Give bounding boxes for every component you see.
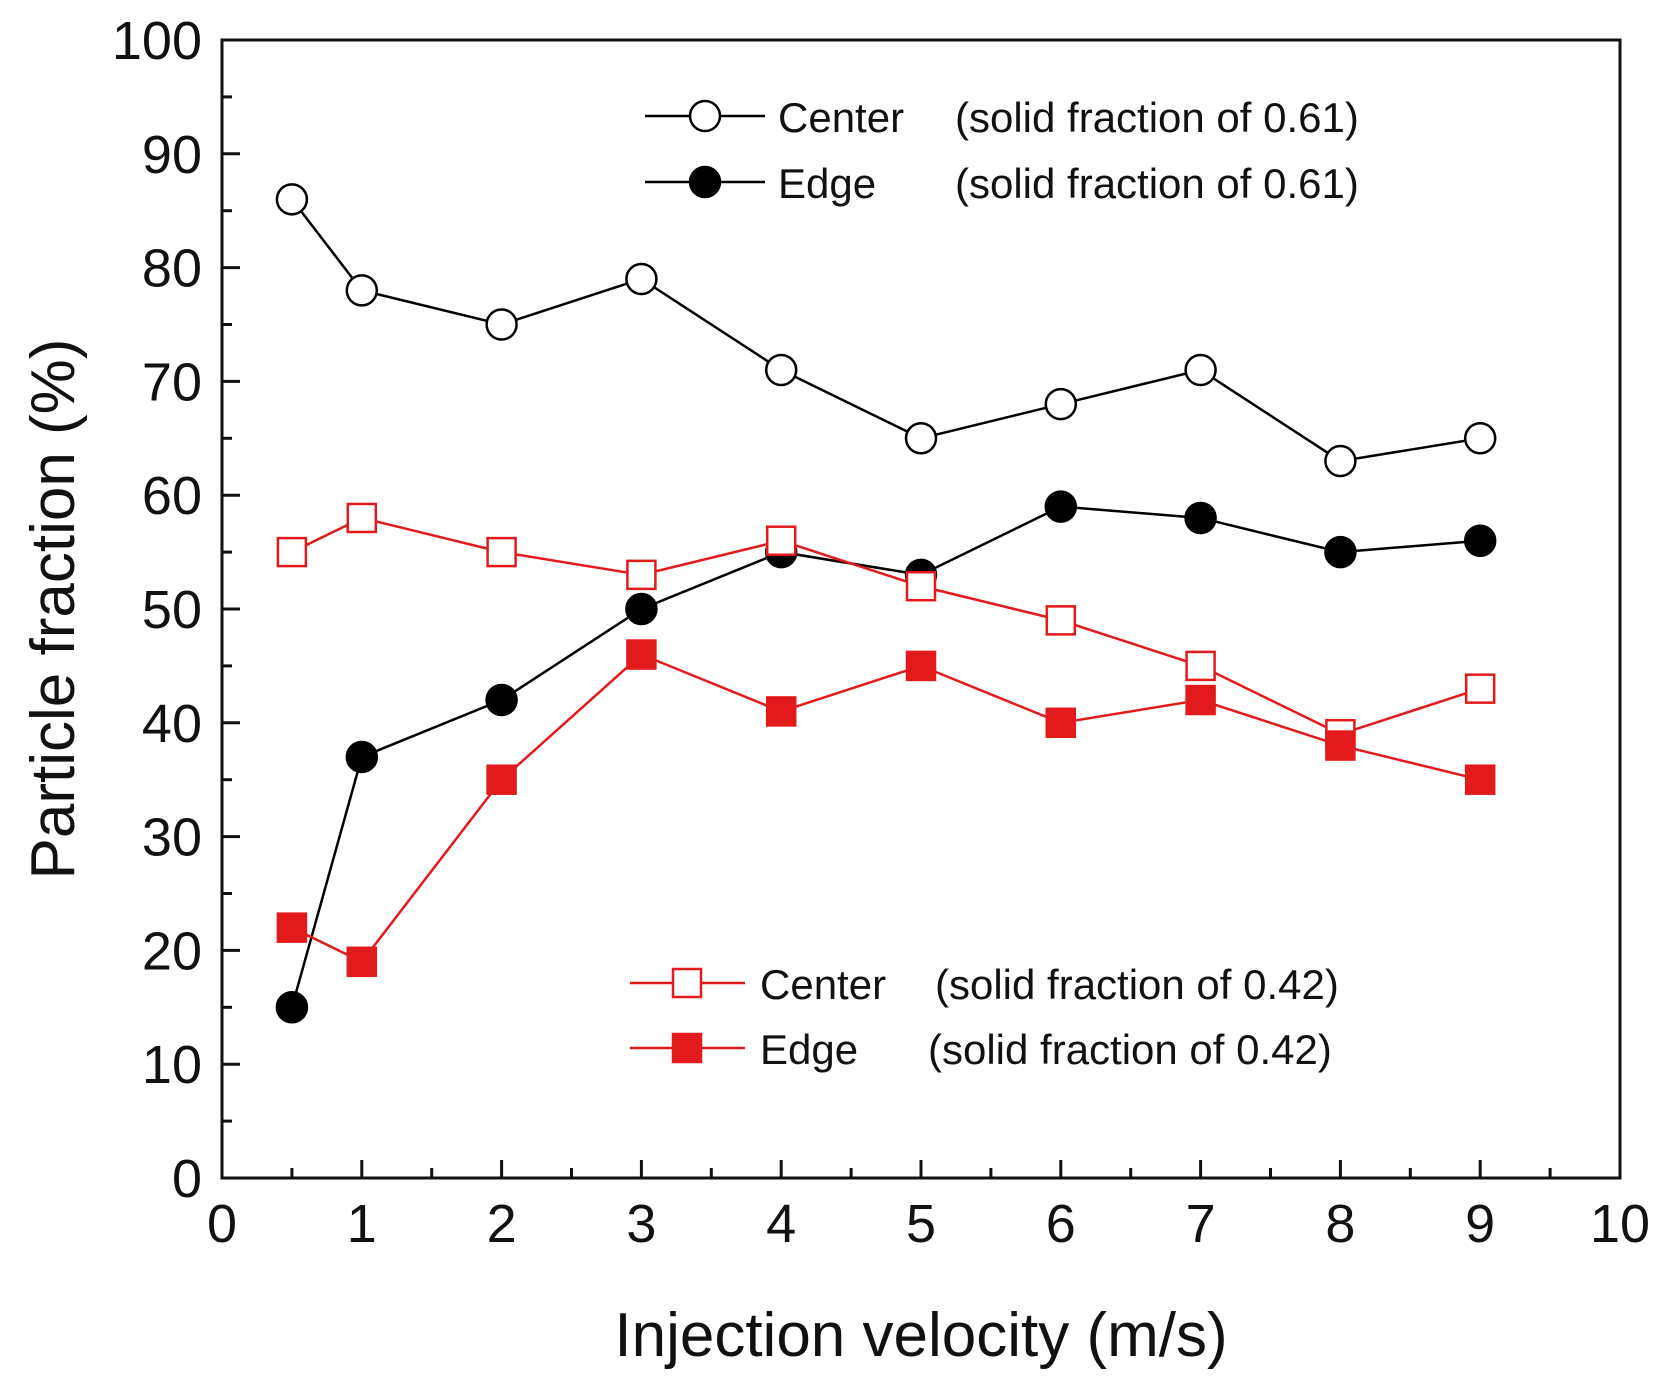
legend-label-edge-061: Edge [778, 160, 876, 207]
data-point-s2-p2 [486, 536, 517, 568]
data-point-s3-p5 [905, 650, 937, 682]
x-tick-label: 8 [1325, 1194, 1355, 1254]
axis-ticks [220, 38, 1622, 1180]
y-tick-label: 30 [142, 808, 202, 868]
legend-detail-center-042: (solid fraction of 0.42) [935, 961, 1339, 1008]
series-markers [275, 183, 1497, 1024]
data-point-s0-p4 [764, 353, 798, 387]
legend-bottom: Center (solid fraction of 0.42) Edge (so… [630, 961, 1339, 1073]
data-point-s2-p0 [276, 536, 308, 568]
data-point-s0-p0 [275, 183, 309, 216]
y-tick-label: 90 [142, 125, 202, 185]
data-point-s1-p0 [275, 991, 309, 1024]
y-tick-label: 10 [142, 1035, 202, 1095]
legend-entry-edge-042: Edge (solid fraction of 0.42) [630, 1026, 1332, 1073]
y-axis-title: Particle fraction (%) [19, 339, 88, 880]
legend-marker-center-061 [688, 99, 722, 133]
data-point-s3-p0 [276, 912, 308, 943]
data-point-s1-p2 [485, 683, 518, 717]
x-tick-label: 6 [1046, 1194, 1076, 1254]
data-point-s3-p1 [346, 946, 378, 978]
data-point-s3-p9 [1464, 764, 1496, 795]
legend-label-center-042: Center [760, 961, 886, 1008]
legend-top: Center (solid fraction of 0.61) Edge (so… [645, 94, 1359, 207]
y-tick-label: 40 [142, 694, 202, 754]
data-point-s2-p5 [905, 570, 937, 602]
legend-entry-edge-061: Edge (solid fraction of 0.61) [645, 160, 1359, 207]
data-point-s3-p4 [765, 696, 797, 727]
x-tick-label: 0 [207, 1194, 237, 1254]
series-line-0 [290, 198, 1481, 463]
data-point-s2-p7 [1185, 650, 1216, 682]
series-line-3 [291, 653, 1481, 964]
data-point-s2-p6 [1045, 605, 1077, 636]
data-point-s0-p6 [1044, 387, 1078, 421]
data-point-s1-p3 [625, 592, 658, 626]
x-axis-title: Injection velocity (m/s) [614, 1301, 1227, 1370]
data-point-s0-p5 [904, 422, 938, 455]
data-point-s1-p9 [1463, 524, 1497, 557]
x-tick-label: 2 [487, 1194, 517, 1254]
data-point-s3-p2 [486, 764, 517, 795]
x-tick-label: 1 [347, 1194, 377, 1254]
legend-entry-center-042: Center (solid fraction of 0.42) [630, 961, 1339, 1008]
data-point-s0-p1 [345, 274, 379, 307]
x-tick-label: 4 [766, 1194, 796, 1254]
legend-label-edge-042: Edge [760, 1026, 858, 1073]
data-point-s2-p3 [626, 559, 657, 591]
y-tick-label: 80 [142, 239, 202, 299]
legend-detail-edge-061: (solid fraction of 0.61) [955, 160, 1359, 207]
data-point-s2-p4 [765, 525, 797, 556]
legend-entry-center-061: Center (solid fraction of 0.61) [645, 94, 1359, 141]
data-point-s2-p1 [346, 502, 378, 534]
x-tick-label: 9 [1465, 1194, 1495, 1254]
data-point-s3-p7 [1185, 684, 1216, 716]
data-point-s1-p7 [1184, 501, 1217, 535]
y-tick-label: 100 [112, 11, 202, 71]
x-tick-label: 3 [626, 1194, 656, 1254]
data-point-s2-p9 [1464, 673, 1496, 704]
data-point-s1-p1 [345, 740, 379, 774]
legend-detail-center-061: (solid fraction of 0.61) [955, 94, 1359, 141]
legend-marker-edge-042 [671, 1032, 703, 1064]
data-point-s0-p9 [1463, 422, 1497, 455]
data-point-s1-p8 [1324, 535, 1357, 569]
legend-marker-edge-061 [688, 165, 722, 199]
y-tick-label: 0 [172, 1149, 202, 1209]
data-point-s3-p8 [1325, 730, 1356, 761]
series-line-2 [291, 516, 1481, 736]
legend-detail-edge-042: (solid fraction of 0.42) [928, 1026, 1332, 1073]
y-tick-label: 70 [142, 352, 202, 412]
data-point-s1-p6 [1044, 490, 1078, 523]
data-point-s0-p8 [1324, 444, 1357, 478]
series-lines [290, 198, 1481, 1008]
data-point-s0-p2 [485, 308, 518, 341]
y-tick-label: 20 [142, 921, 202, 981]
data-point-s0-p3 [625, 262, 658, 296]
legend-label-center-061: Center [778, 94, 904, 141]
y-tick-label: 60 [142, 466, 202, 526]
data-point-s0-p7 [1184, 353, 1217, 387]
legend-marker-center-042 [671, 967, 703, 999]
data-point-s3-p6 [1045, 707, 1077, 739]
x-tick-label: 7 [1186, 1194, 1216, 1254]
x-tick-label: 10 [1590, 1194, 1650, 1254]
y-tick-label: 50 [142, 580, 202, 640]
plot-area [220, 38, 1622, 1180]
data-point-s3-p3 [626, 639, 657, 670]
x-tick-label: 5 [906, 1194, 936, 1254]
